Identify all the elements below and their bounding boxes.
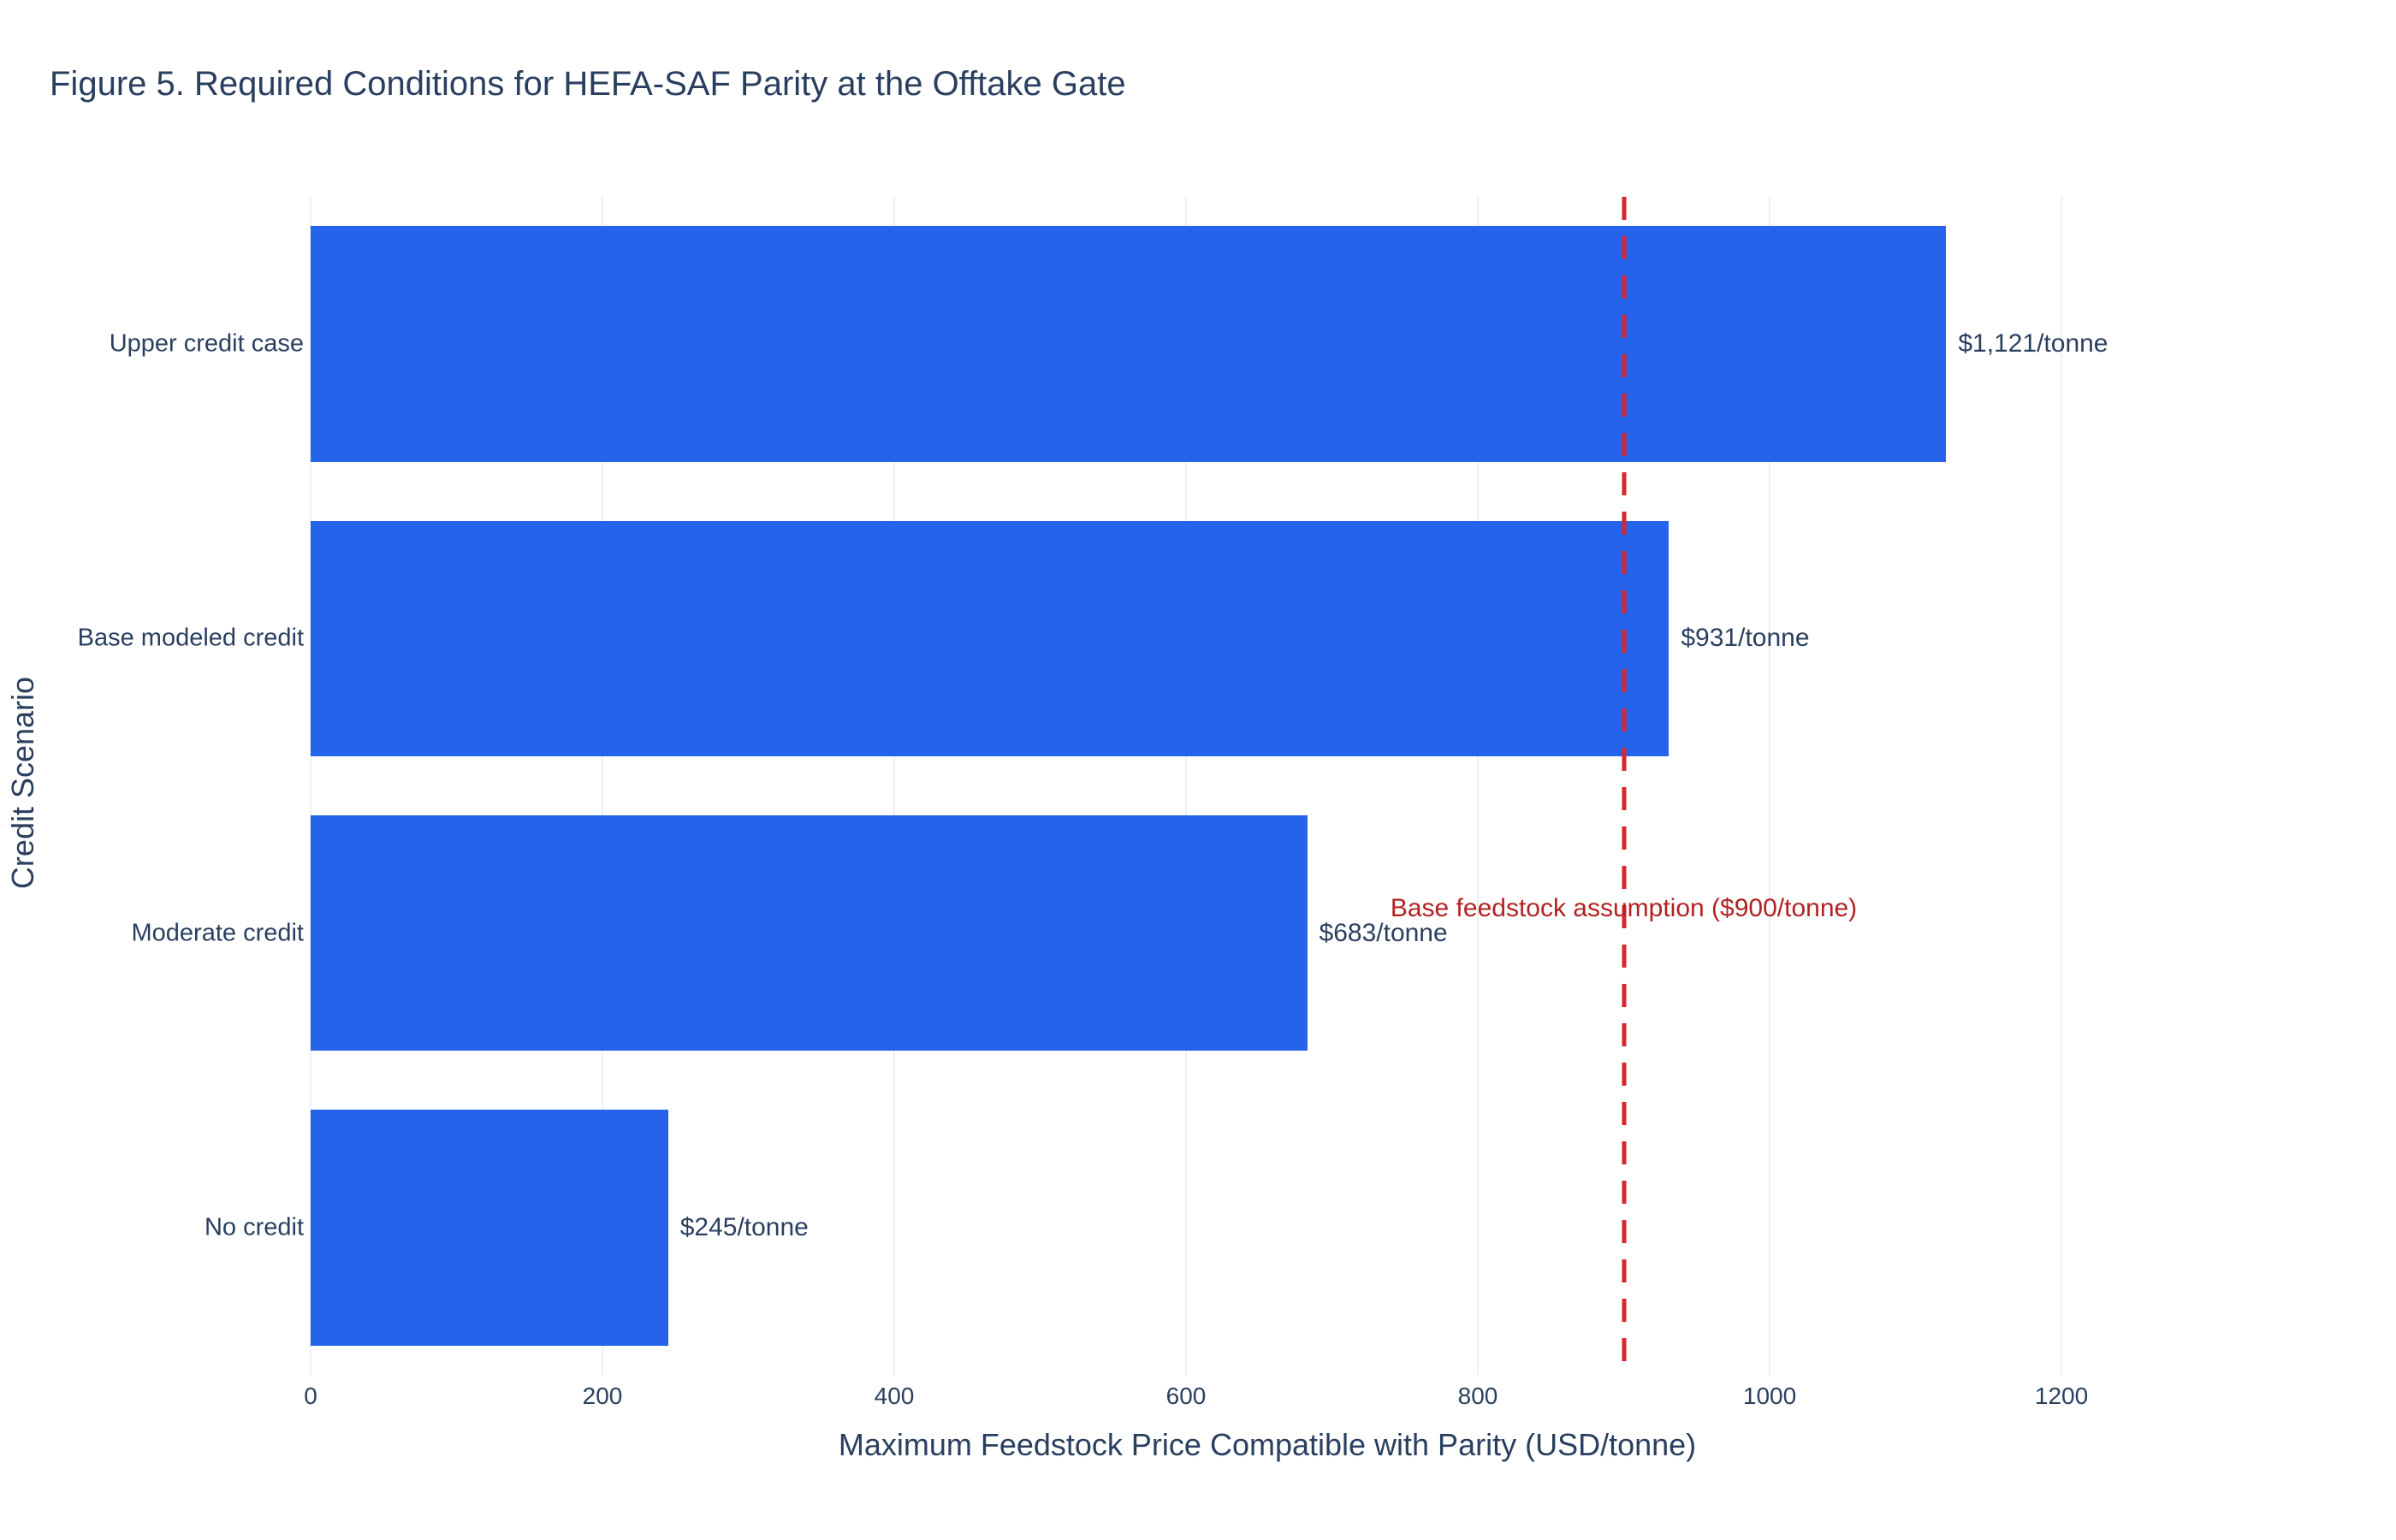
bar-moderate-credit: [311, 814, 1308, 1051]
x-tick-label-1200: 1200: [2034, 1383, 2089, 1409]
gridline-x-400: [893, 197, 895, 1375]
x-tick-label-600: 600: [1165, 1383, 1207, 1409]
y-tick-label-no-credit: No credit: [204, 1213, 304, 1241]
reference-line-annotation: Base feedstock assumption ($900/tonne): [1390, 894, 1858, 922]
y-tick-label-base-modeled-credit: Base modeled credit: [77, 624, 304, 652]
gridline-x-1000: [1769, 197, 1771, 1375]
bar-value-label-3: $683/tonne: [1319, 918, 1448, 947]
x-tick-label-0: 0: [304, 1383, 317, 1409]
bar-value-label-1: $1,121/tonne: [1958, 329, 2108, 358]
y-tick-label-moderate-credit: Moderate credit: [131, 919, 305, 947]
reference-line: [1622, 197, 1627, 1375]
gridline-x-600: [1185, 197, 1188, 1375]
bar-value-label-2: $931/tonne: [1681, 624, 1810, 653]
x-tick-label-200: 200: [582, 1383, 623, 1409]
x-tick-label-400: 400: [874, 1383, 915, 1409]
gridline-x-800: [1477, 197, 1480, 1375]
bar-value-label-4: $245/tonne: [679, 1212, 809, 1241]
bar-base-modeled-credit: [311, 520, 1669, 757]
x-axis-title: Maximum Feedstock Price Compatible with …: [838, 1427, 1697, 1462]
gridline-x-200: [602, 197, 603, 1375]
chart-title: Figure 5. Required Conditions for HEFA-S…: [50, 65, 1126, 103]
plot-area: $1,121/tonne $931/tonne $683/tonne $245/ton…: [310, 197, 2225, 1375]
bar-no-credit: [311, 1110, 668, 1346]
y-tick-label-upper-credit-case: Upper credit case: [109, 329, 304, 358]
y-axis-title: Credit Scenario: [5, 676, 40, 890]
x-tick-label-1000: 1000: [1742, 1383, 1797, 1409]
x-tick-label-800: 800: [1457, 1383, 1498, 1409]
gridline-x-0: [310, 197, 311, 1375]
bar-upper-credit-case: [311, 226, 1947, 462]
gridline-x-1200: [2061, 197, 2063, 1375]
